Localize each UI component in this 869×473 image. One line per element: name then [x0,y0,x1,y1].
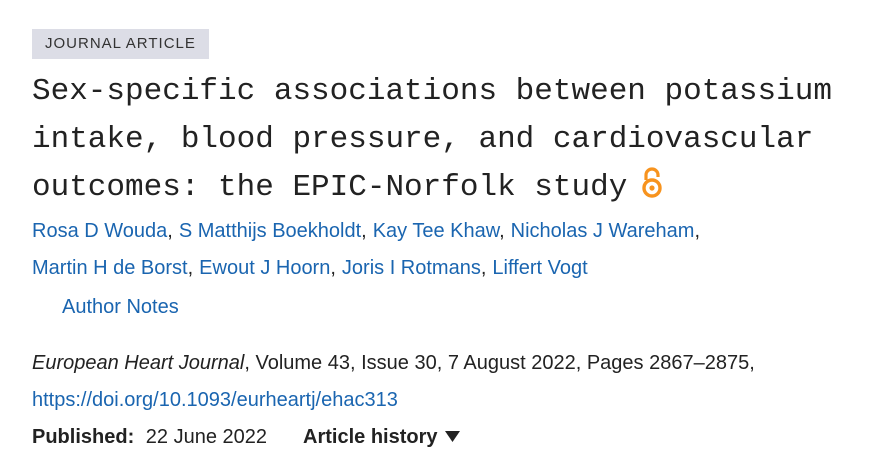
author-separator: , [330,257,336,279]
open-access-icon [642,167,662,198]
author-link[interactable]: Joris I Rotmans [341,257,481,279]
author-link[interactable]: S Matthijs Boekholdt [178,220,362,242]
article-history-label: Article history [303,426,438,448]
author-link[interactable]: Rosa D Wouda [32,220,168,242]
author-link[interactable]: Martin H de Borst [32,257,188,279]
author-link[interactable]: Nicholas J Wareham [510,220,695,242]
author-separator: , [694,220,700,242]
publication-info: Published: 22 June 2022 Article history [32,426,462,449]
published-label: Published: [32,426,135,448]
article-history-toggle[interactable]: Article history [303,426,461,448]
article-type-tag: JOURNAL ARTICLE [32,29,209,59]
citation: European Heart Journal, Volume 43, Issue… [32,352,755,375]
author-separator: , [480,257,487,279]
title-text: Sex-specific associations between potass… [32,74,832,205]
author-line: Rosa D Wouda, S Matthijs Boekholdt, Kay Te… [32,220,706,243]
citation-details: , Volume 43, Issue 30, 7 August 2022, Pa… [244,352,755,374]
author-line: Martin H de Borst, Ewout J Hoorn, Joris I … [32,257,588,280]
published-date: 22 June 2022 [145,426,268,448]
dropdown-arrow [444,431,460,442]
doi-link[interactable]: https://doi.org/10.1093/eurheartj/ehac31… [32,389,398,411]
author-separator: , [499,220,505,242]
author-link[interactable]: Ewout J Hoorn [199,257,331,279]
author-notes-link[interactable]: Author Notes [62,296,179,318]
article-title: Sex-specific associations between potass… [32,68,862,212]
author-separator: , [361,220,367,242]
author-link[interactable]: Liffert Vogt [492,257,588,279]
author-separator: , [187,257,194,279]
author-separator: , [167,220,173,242]
author-link[interactable]: Kay Tee Khaw [372,220,500,242]
journal-name: European Heart Journal [32,352,245,374]
